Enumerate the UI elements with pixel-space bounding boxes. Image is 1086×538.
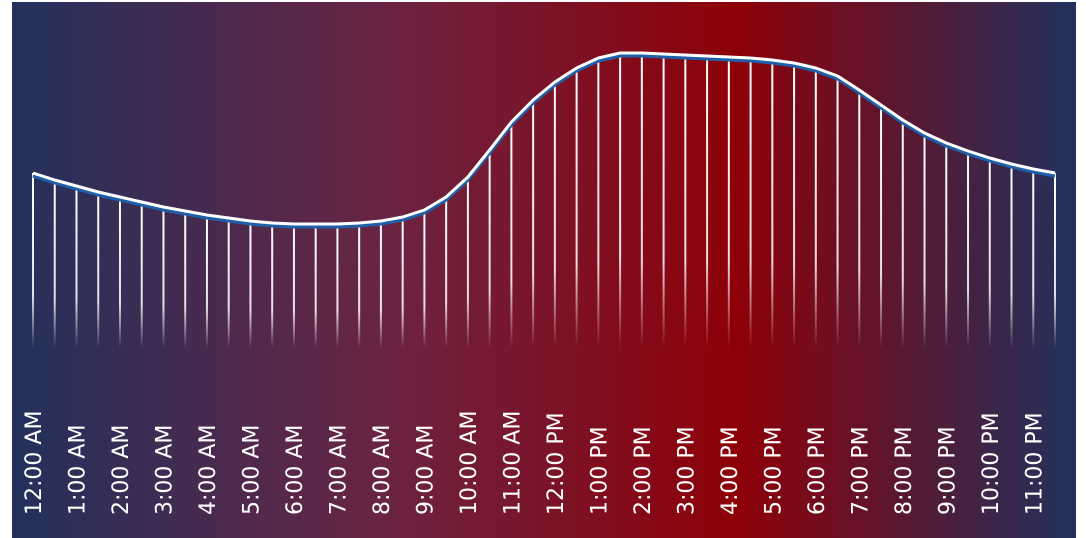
drop-line bbox=[75, 186, 78, 348]
drop-line bbox=[162, 207, 165, 348]
series bbox=[32, 51, 1056, 229]
x-tick-label: 1:00 PM bbox=[587, 426, 612, 515]
drop-line bbox=[118, 197, 121, 348]
drop-line bbox=[880, 105, 883, 348]
drop-line bbox=[814, 68, 817, 348]
x-tick-label: 12:00 AM bbox=[22, 411, 47, 515]
x-tick-label: 8:00 PM bbox=[892, 426, 917, 515]
drop-line bbox=[271, 223, 274, 348]
x-tick-label: 10:00 PM bbox=[979, 412, 1004, 515]
x-tick-label: 3:00 AM bbox=[152, 425, 177, 515]
drop-line bbox=[184, 211, 187, 348]
x-tick-label: 2:00 PM bbox=[631, 426, 656, 515]
drop-line bbox=[793, 63, 796, 348]
drop-line bbox=[358, 223, 361, 348]
drop-line bbox=[466, 177, 469, 348]
x-tick-label: 7:00 AM bbox=[326, 425, 351, 515]
drop-line bbox=[97, 192, 100, 348]
drop-line bbox=[967, 151, 970, 348]
line-shadow bbox=[32, 53, 1056, 229]
x-tick-label: 2:00 AM bbox=[109, 425, 134, 515]
drop-line bbox=[205, 215, 208, 348]
x-tick-label: 6:00 AM bbox=[283, 425, 308, 515]
drop-line bbox=[53, 180, 56, 348]
x-tick-label: 5:00 AM bbox=[239, 425, 264, 515]
x-tick-label: 6:00 PM bbox=[805, 426, 830, 515]
x-tick-label: 3:00 PM bbox=[674, 426, 699, 515]
drop-line bbox=[684, 55, 687, 348]
drop-line bbox=[619, 53, 622, 348]
drop-line bbox=[445, 197, 448, 348]
drop-line bbox=[901, 120, 904, 348]
drop-line bbox=[314, 224, 317, 348]
x-tick-label: 11:00 AM bbox=[500, 411, 525, 515]
x-tick-label: 7:00 PM bbox=[848, 426, 873, 515]
drop-line bbox=[662, 54, 665, 348]
x-tick-label: 1:00 AM bbox=[65, 425, 90, 515]
drop-line bbox=[379, 221, 382, 348]
drop-line bbox=[532, 100, 535, 348]
drop-line bbox=[292, 224, 295, 348]
drop-line bbox=[945, 143, 948, 348]
x-tick-label: 9:00 PM bbox=[935, 426, 960, 515]
drop-line bbox=[423, 210, 426, 348]
drop-line bbox=[1032, 169, 1035, 348]
drop-line bbox=[227, 218, 230, 348]
x-tick-label: 5:00 PM bbox=[761, 426, 786, 515]
x-tick-label: 9:00 AM bbox=[413, 425, 438, 515]
drop-line bbox=[706, 56, 709, 348]
drop-line bbox=[640, 53, 643, 348]
drop-line bbox=[1010, 164, 1013, 348]
line bbox=[32, 51, 1056, 226]
drop-line bbox=[597, 58, 600, 348]
drop-line bbox=[988, 158, 991, 348]
drop-line bbox=[575, 68, 578, 348]
drop-line bbox=[401, 217, 404, 348]
drop-line bbox=[771, 60, 774, 348]
x-tick-label: 12:00 PM bbox=[544, 412, 569, 515]
drop-line bbox=[749, 58, 752, 348]
drop-line bbox=[249, 221, 252, 348]
drop-lines bbox=[32, 53, 1056, 348]
x-tick-label: 4:00 PM bbox=[718, 426, 743, 515]
drop-line bbox=[1054, 173, 1056, 348]
x-tick-label: 11:00 PM bbox=[1022, 412, 1047, 515]
drop-line bbox=[836, 76, 839, 348]
drop-line bbox=[858, 90, 861, 348]
drop-line bbox=[727, 57, 730, 348]
x-tick-label: 8:00 AM bbox=[370, 425, 395, 515]
drop-line bbox=[510, 122, 513, 348]
drop-line bbox=[488, 150, 491, 348]
drop-line bbox=[336, 224, 339, 348]
drop-line bbox=[32, 173, 34, 348]
drop-line bbox=[140, 202, 143, 348]
drop-line bbox=[923, 133, 926, 348]
x-labels: 12:00 AM 1:00 AM 2:00 AM 3:00 AM 4:00 AM 5:00… bbox=[22, 411, 1047, 515]
drop-line bbox=[553, 82, 556, 348]
x-tick-label: 10:00 AM bbox=[457, 411, 482, 515]
x-tick-label: 4:00 AM bbox=[196, 425, 221, 515]
